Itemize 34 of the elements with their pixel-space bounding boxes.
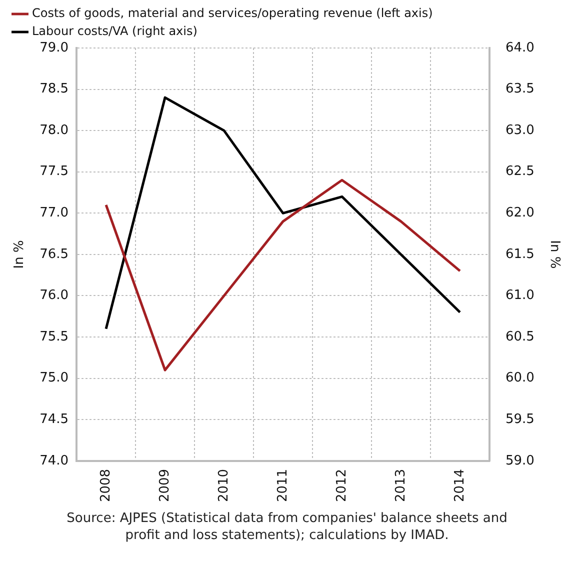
y-axis-title: In % (12, 240, 28, 269)
y2-tick-label: 61.5 (505, 246, 534, 262)
y2-tick-label: 59.5 (505, 412, 534, 427)
y-tick-label: 79.0 (40, 40, 69, 56)
y-tick-label: 75.0 (40, 370, 69, 386)
y-tick-label: 78.0 (40, 122, 69, 138)
y2-tick-label: 64.0 (505, 40, 534, 56)
y2-axis-title: In % (546, 240, 562, 269)
x-tick-label: 2011 (275, 468, 290, 502)
x-tick-label: 2013 (393, 468, 408, 502)
y2-tick-label: 62.5 (505, 164, 534, 180)
x-tick-label: 2012 (334, 468, 350, 502)
x-tick-label: 2014 (452, 468, 468, 502)
y-tick-label: 77.0 (40, 206, 69, 221)
y2-tick-label: 62.0 (505, 206, 534, 221)
x-tick-label: 2010 (216, 468, 232, 502)
y2-tick-label: 61.0 (505, 288, 534, 304)
y-tick-label: 75.5 (40, 329, 69, 344)
y-tick-label: 78.5 (40, 82, 69, 97)
source-note: Source: AJPES (Statistical data from companies' balance sheets and profit and loss statements); calculations by IMAD. (66, 510, 508, 544)
y-tick-label: 77.5 (40, 164, 69, 180)
x-tick-label: 2009 (157, 468, 172, 502)
y-tick-label: 74.0 (40, 453, 69, 468)
y2-tick-label: 60.5 (505, 329, 534, 344)
y-tick-label: 74.5 (40, 412, 69, 427)
legend-label: Labour costs/VA (right axis) (32, 24, 198, 38)
y2-tick-label: 63.5 (505, 82, 534, 97)
legend-label: Costs of goods, material and services/operating revenue (left axis) (32, 6, 433, 20)
y-tick-label: 76.0 (40, 288, 69, 304)
y-tick-label: 76.5 (40, 246, 69, 262)
y2-tick-label: 60.0 (505, 370, 534, 386)
y2-tick-label: 59.0 (505, 453, 534, 468)
x-tick-label: 2008 (98, 468, 114, 502)
y2-tick-label: 63.0 (505, 122, 534, 138)
